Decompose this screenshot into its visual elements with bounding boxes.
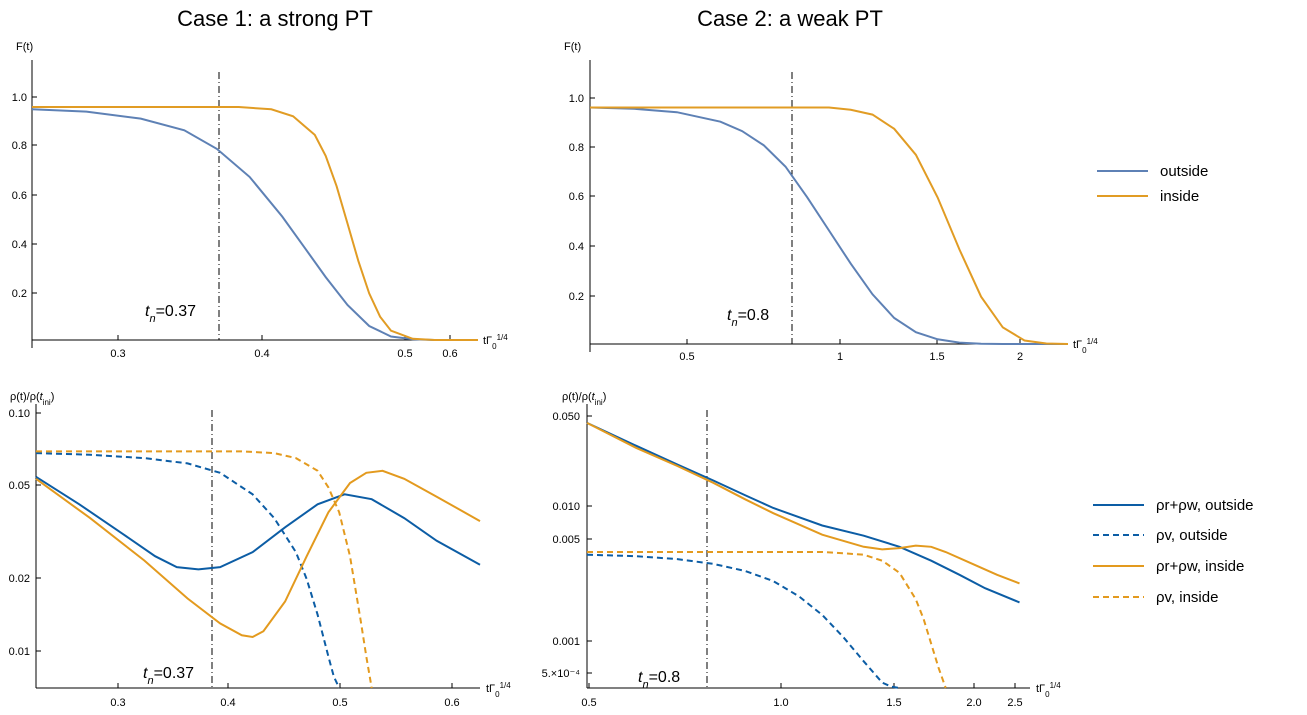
legend-entry-rhorw-outside: ρr+ρw, outside: [1093, 497, 1254, 514]
panel-case2-ft: Case 2: a weak PT F(t) tΓ01/4 0.2 0.4 0.…: [564, 6, 1098, 363]
y-tick-label: 0.010: [552, 501, 580, 513]
x-tick-label: 0.5: [581, 697, 596, 709]
panel-case2-rho: ρ(t)/ρ(tini) tΓ01/4 5.×10⁻⁴ 0.001 0.005 …: [542, 391, 1062, 709]
y-ticks: 0.2 0.4 0.6 0.8 1.0: [12, 92, 37, 300]
legend-label: ρv, outside: [1156, 527, 1228, 544]
x-ticks: 0.3 0.4 0.5 0.6: [110, 683, 460, 709]
y-axis-label: F(t): [16, 41, 33, 53]
series-outside-line: [31, 108, 478, 341]
y-tick-label: 0.8: [12, 140, 27, 152]
y-ticks: 0.2 0.4 0.6 0.8 1.0: [569, 93, 595, 303]
series-rhov-inside-line: [587, 551, 947, 689]
x-tick-label: 1: [837, 351, 843, 363]
x-tick-label: 2.0: [966, 697, 981, 709]
y-ticks: 0.01 0.02 0.05 0.10: [9, 408, 41, 658]
legend-bottom: ρr+ρw, outside ρv, outside ρr+ρw, inside…: [1093, 497, 1254, 606]
y-tick-label: 0.2: [12, 288, 27, 300]
legend-entry-rhov-outside: ρv, outside: [1093, 527, 1228, 544]
x-tick-label: 2.5: [1007, 697, 1022, 709]
tn-value: =0.37: [156, 303, 197, 320]
series-inside-line: [590, 106, 1069, 345]
legend-label: ρv, inside: [1156, 589, 1218, 606]
x-tick-label: 0.4: [254, 348, 269, 360]
tn-value: =0.37: [154, 665, 195, 682]
y-tick-label: 0.2: [569, 291, 584, 303]
y-tick-label: 0.050: [552, 411, 580, 423]
y-ticks: 5.×10⁻⁴ 0.001 0.005 0.010 0.050: [542, 411, 592, 680]
x-tick-label: 0.6: [442, 348, 457, 360]
series-rhov-outside-line: [35, 452, 341, 689]
x-tick-label: 1.5: [929, 351, 944, 363]
series-rhorw-inside-line: [35, 469, 481, 639]
y-tick-label: 1.0: [569, 93, 584, 105]
legend-entry-rhorw-inside: ρr+ρw, inside: [1093, 558, 1244, 575]
y-tick-label: 0.10: [9, 408, 30, 420]
y-tick-label: 0.005: [552, 534, 580, 546]
series-inside-line: [32, 106, 478, 341]
legend-entry-outside: outside: [1097, 163, 1208, 180]
chart-title: Case 1: a strong PT: [177, 6, 373, 31]
x-ticks: 0.5 1 1.5 2: [679, 339, 1023, 363]
tn-value: =0.8: [738, 307, 770, 324]
legend-label: outside: [1160, 163, 1208, 180]
y-tick-label: 0.8: [569, 142, 584, 154]
x-tick-label: 0.6: [444, 697, 459, 709]
x-tick-label: 0.5: [397, 348, 412, 360]
x-axis-label: tΓ01/4: [483, 333, 508, 351]
x-axis-label: tΓ01/4: [1036, 681, 1061, 699]
x-axis-label: tΓ01/4: [486, 681, 511, 699]
panel-case1-ft: Case 1: a strong PT F(t) tΓ01/4 0.2 0.4 …: [12, 6, 509, 360]
x-tick-label: 1.5: [886, 697, 901, 709]
x-tick-label: 0.3: [110, 697, 125, 709]
y-tick-label: 0.01: [9, 646, 30, 658]
tn-annotation: tn=0.37: [143, 665, 194, 687]
legend-entry-rhov-inside: ρv, inside: [1093, 589, 1218, 606]
tn-value: =0.8: [649, 669, 681, 686]
legend-label: ρr+ρw, inside: [1156, 558, 1244, 575]
y-tick-label: 0.05: [9, 480, 30, 492]
panel-case1-rho: ρ(t)/ρ(tini) tΓ01/4 0.01 0.02 0.05 0.10 …: [9, 391, 512, 709]
x-tick-label: 0.5: [332, 697, 347, 709]
x-tick-label: 0.5: [679, 351, 694, 363]
y-tick-label: 0.02: [9, 573, 30, 585]
chart-title: Case 2: a weak PT: [697, 6, 883, 31]
legend-top: outside inside: [1097, 163, 1208, 205]
series-rhorw-outside-line: [35, 475, 481, 571]
legend-entry-inside: inside: [1097, 188, 1199, 205]
x-ticks: 0.5 1.0 1.5 2.0 2.5: [581, 683, 1023, 709]
y-axis-label: ρ(t)/ρ(tini): [10, 391, 54, 407]
tn-annotation: tn=0.8: [638, 669, 680, 691]
series-rhorw-inside-line: [586, 422, 1020, 585]
legend-label: inside: [1160, 188, 1199, 205]
tn-annotation: tn=0.8: [727, 307, 769, 329]
legend-label: ρr+ρw, outside: [1156, 497, 1254, 514]
series-rhorw-outside-line: [586, 421, 1020, 604]
y-tick-label: 0.4: [12, 239, 27, 251]
y-tick-label: 1.0: [12, 92, 27, 104]
y-tick-label: 0.6: [569, 191, 584, 203]
x-tick-label: 2: [1017, 351, 1023, 363]
y-axis-label: ρ(t)/ρ(tini): [562, 391, 606, 407]
y-tick-label: 5.×10⁻⁴: [542, 668, 581, 680]
x-tick-label: 1.0: [773, 697, 788, 709]
y-tick-label: 0.4: [569, 241, 584, 253]
series-outside-line: [589, 106, 1068, 345]
tn-annotation: tn=0.37: [145, 303, 196, 325]
x-axis-label: tΓ01/4: [1073, 337, 1098, 355]
x-tick-label: 0.4: [220, 697, 235, 709]
y-tick-label: 0.6: [12, 190, 27, 202]
y-axis-label: F(t): [564, 41, 581, 53]
y-tick-label: 0.001: [552, 636, 580, 648]
series-rhov-outside-line: [586, 553, 900, 689]
x-tick-label: 0.3: [110, 348, 125, 360]
series-rhov-inside-line: [36, 450, 373, 689]
